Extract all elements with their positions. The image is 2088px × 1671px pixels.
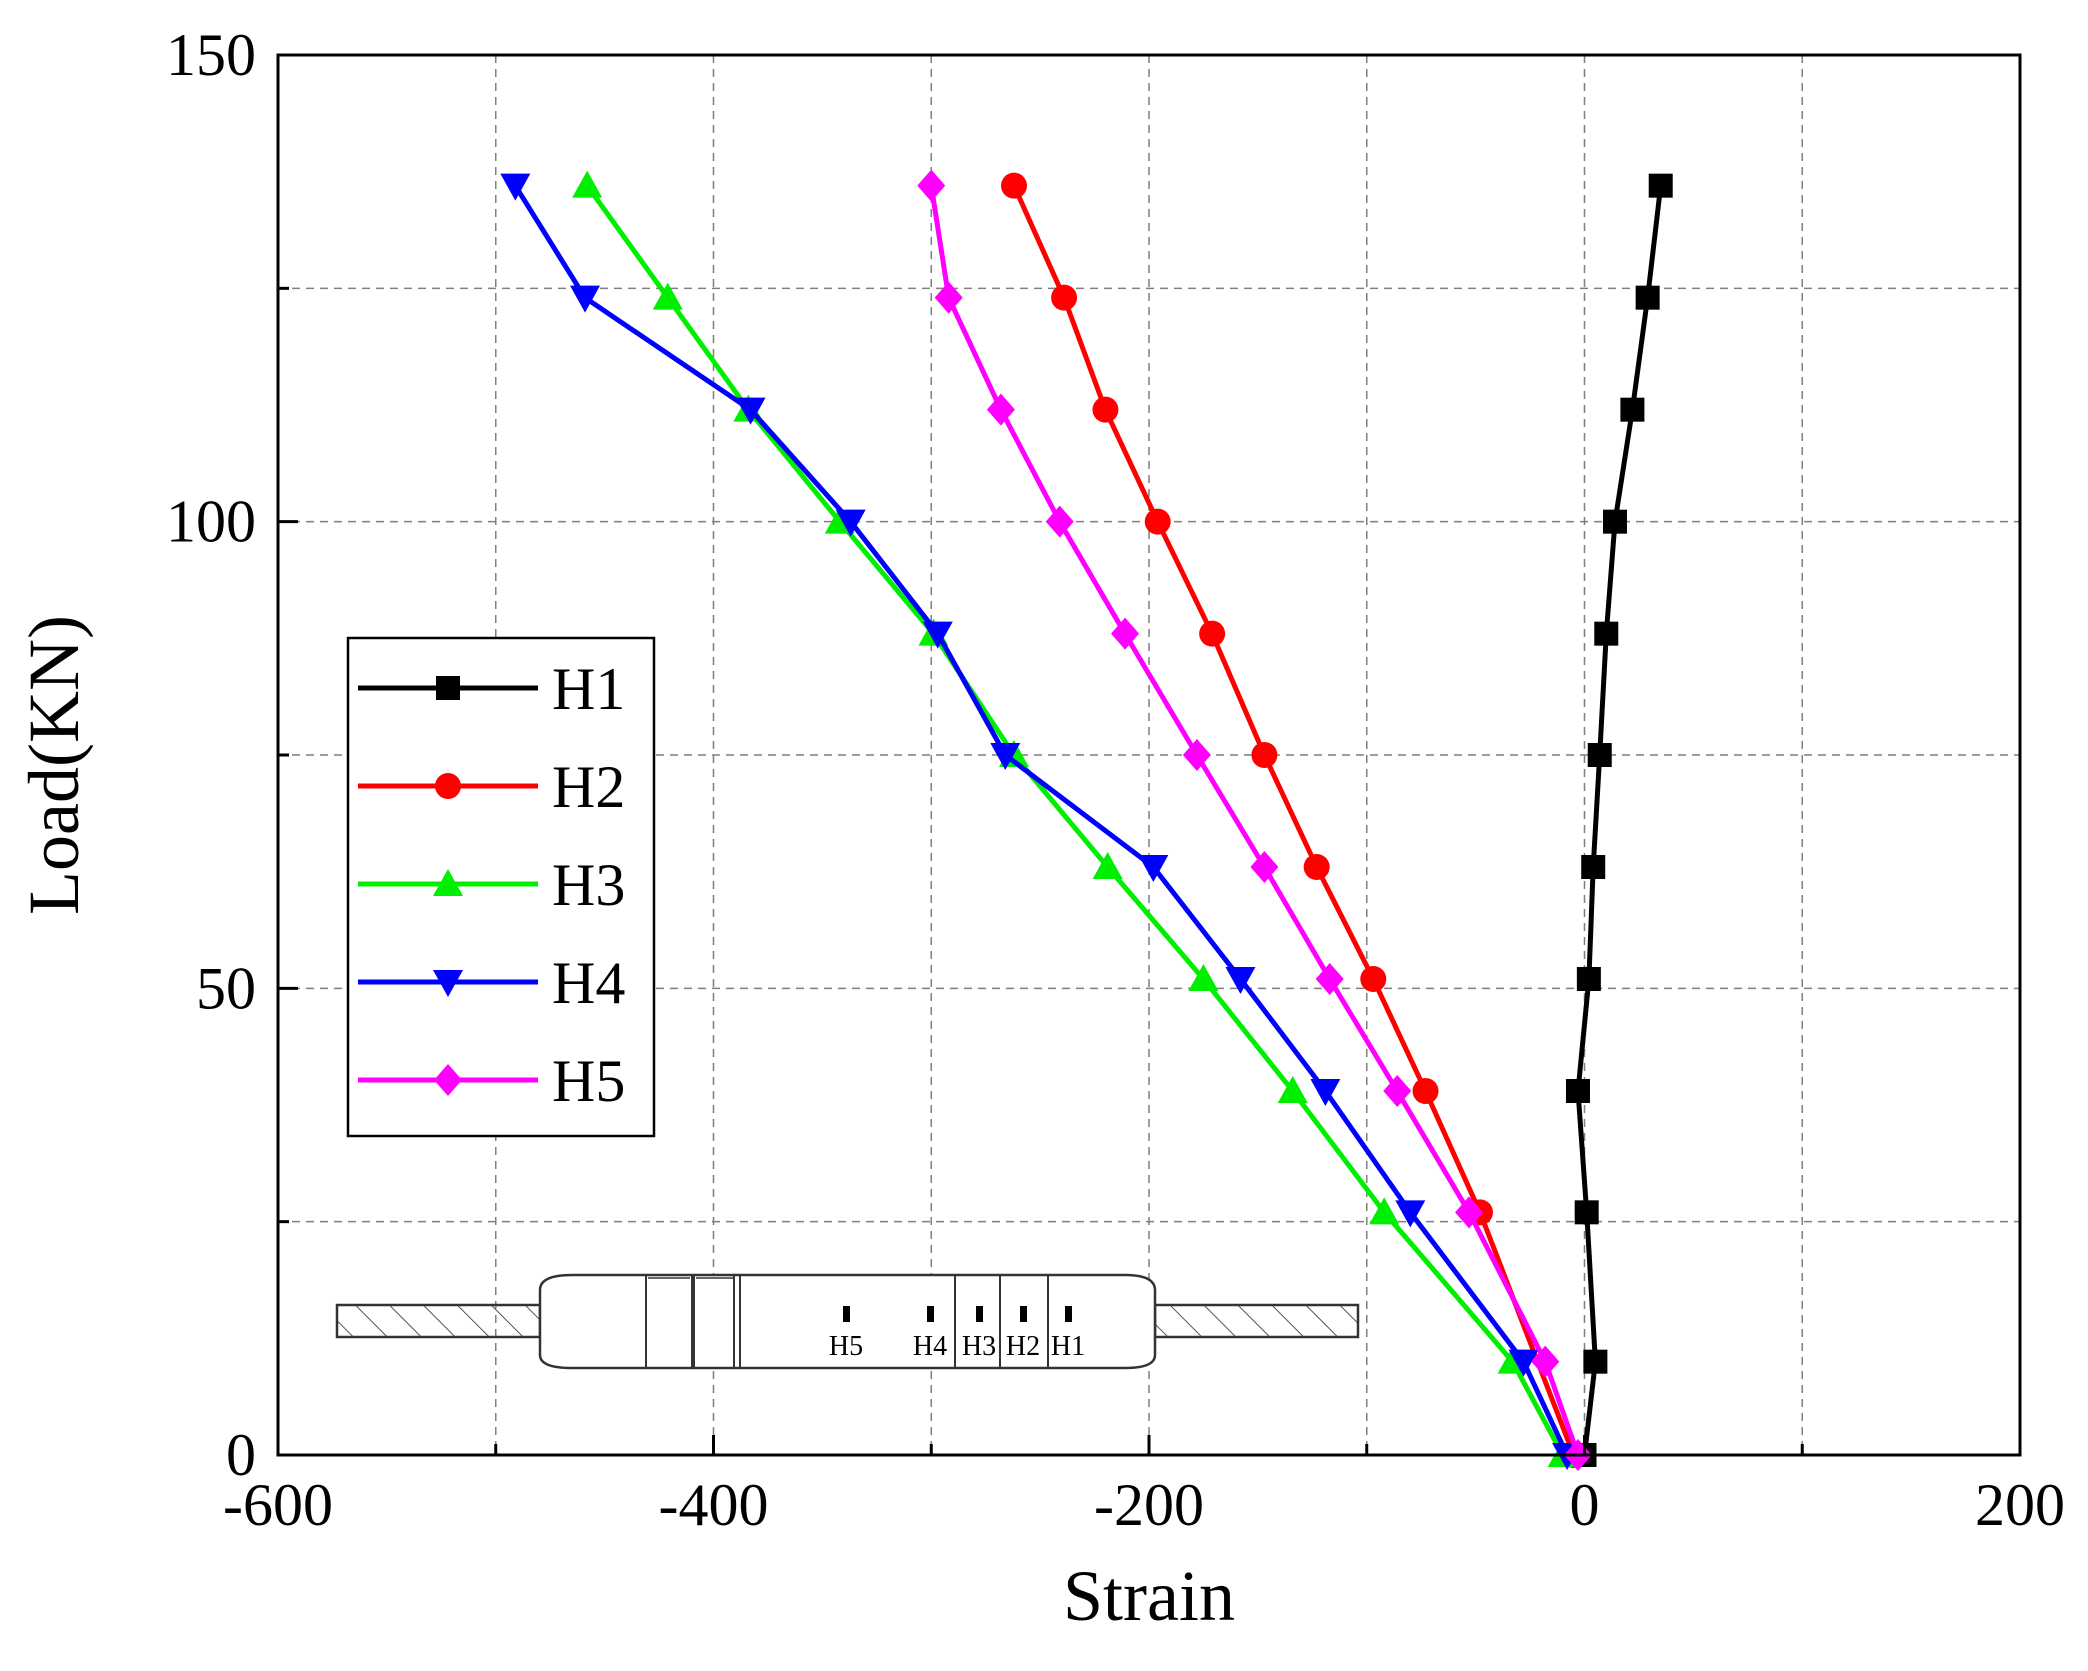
legend-item-h5: H5 [358,1048,625,1114]
gauge-label: H1 [1051,1331,1085,1362]
legend-item-h3: H3 [358,852,625,918]
data-point-h2 [1092,396,1119,423]
gauge-mark [1020,1306,1027,1322]
series-line-h5 [928,183,1581,1458]
legend-label-h3: H3 [552,852,625,918]
data-point-h2 [1000,172,1027,199]
data-point-h1 [1576,967,1601,991]
x-tick-label: -200 [1094,1472,1204,1538]
gauge-label: H2 [1006,1331,1040,1362]
data-point-h5 [986,393,1015,426]
data-point-h3 [1277,1076,1308,1103]
data-point-h2 [1360,966,1387,992]
data-point-h4 [1138,855,1169,882]
gauge-label: H3 [962,1331,996,1362]
data-point-h1 [1594,621,1619,646]
data-point-h4 [1310,1079,1341,1106]
legend-label-h1: H1 [552,656,625,722]
data-point-h4 [990,743,1021,770]
data-point-h4 [835,509,866,537]
legend-marker-h4 [433,970,463,997]
gauge-label: H4 [913,1331,947,1362]
data-point-h4 [735,397,766,425]
data-point-h4 [1395,1200,1426,1228]
data-point-h2 [1412,1078,1439,1104]
data-point-h5 [1315,963,1344,995]
gauge-mark [976,1306,983,1322]
legend-marker-h2 [435,773,461,799]
data-point-h5 [1531,1345,1560,1378]
data-point-h3 [1188,964,1219,991]
data-point-h1 [1565,1079,1590,1103]
data-point-h3 [652,282,683,310]
y-tick-label: 100 [166,489,256,555]
legend-marker-h5 [434,1064,462,1096]
data-point-h4 [570,285,601,313]
x-tick-label: 200 [1975,1472,2065,1538]
axis-ticks: -600 -400 -200 0 200 0 50 100 150 [166,22,2065,1538]
gauge-label: H5 [829,1331,863,1362]
legend-label-h4: H4 [552,950,625,1016]
legend-box [346,636,656,1138]
x-axis-title: Strain [1063,1556,1235,1636]
data-point-h2 [1199,620,1226,647]
data-point-h4 [1225,967,1256,994]
data-point-h1 [1587,743,1612,767]
data-point-h1 [1635,285,1660,310]
series-h5 [917,169,1592,1471]
legend-item-h4: H4 [358,950,625,1016]
data-point-h5 [1111,617,1140,650]
data-point-h2 [1303,854,1330,880]
data-point-h2 [1051,284,1078,311]
series-line-h3 [584,183,1566,1458]
data-series-group [500,169,1673,1471]
data-point-h2 [1251,742,1278,768]
strain-gauge-inset-diagram: H5 H4 H3 H2 H1 [335,1273,1360,1370]
x-tick-label: 0 [1570,1472,1600,1538]
left-rebar [335,1303,542,1339]
data-point-h3 [572,170,603,198]
data-point-h2 [1144,508,1171,535]
gauge-mark [843,1306,850,1322]
y-axis-title: Load(KN) [14,615,94,915]
data-point-h5 [934,281,963,314]
data-point-h5 [1182,739,1211,771]
data-point-h1 [1574,1200,1599,1225]
legend-item-h2: H2 [358,754,625,820]
series-h4 [500,173,1583,1470]
y-tick-label: 50 [196,955,256,1021]
data-point-h5 [1383,1075,1412,1107]
data-point-h5 [1045,505,1074,538]
data-point-h5 [1250,851,1279,883]
gauge-mark [1065,1306,1072,1322]
series-line-h1 [1575,183,1664,1458]
data-point-h1 [1583,1349,1608,1374]
legend-marker-h1 [436,676,460,700]
data-point-h3 [1369,1197,1400,1225]
gauge-mark [927,1306,934,1322]
data-point-h3 [1092,852,1123,879]
legend-item-h1: H1 [358,656,625,722]
y-tick-label: 150 [166,22,256,88]
series-line-h4 [512,183,1570,1458]
right-rebar [1153,1303,1360,1339]
x-tick-label: -400 [659,1472,769,1538]
data-point-h1 [1602,509,1627,534]
data-point-h1 [1648,173,1673,198]
series-h1 [1565,173,1673,1467]
legend-label-h2: H2 [552,754,625,820]
data-point-h4 [1508,1349,1539,1377]
data-point-h4 [500,173,531,201]
legend-label-h5: H5 [552,1048,625,1114]
x-tick-label: -600 [223,1472,333,1538]
y-tick-label: 0 [226,1422,256,1488]
data-point-h1 [1620,397,1645,422]
data-point-h4 [922,621,953,649]
data-point-h5 [1455,1196,1484,1229]
legend: H1 H2 H3 H4 H5 [346,636,656,1138]
data-point-h1 [1581,855,1606,879]
legend-marker-h3 [433,869,463,896]
data-point-h5 [917,169,946,202]
